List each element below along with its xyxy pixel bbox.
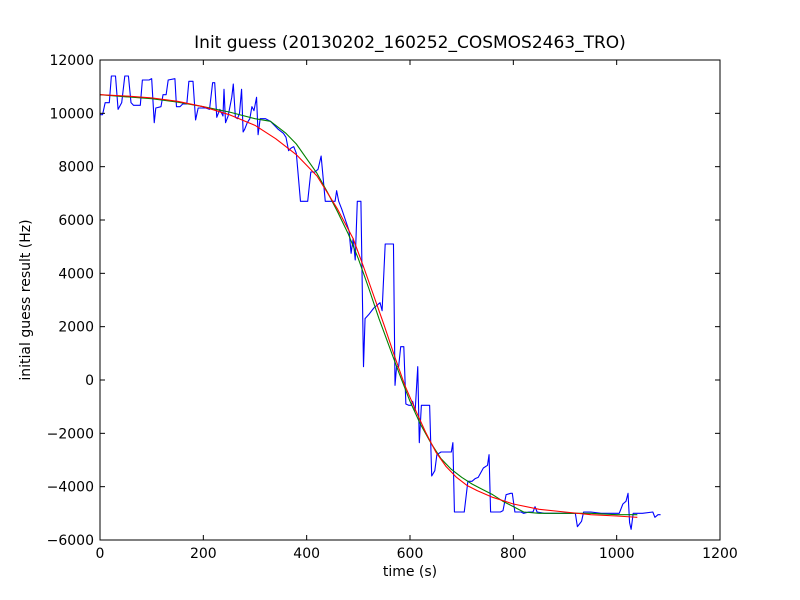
series-line-3 (99, 94, 638, 518)
x-tick-label: 600 (397, 546, 424, 562)
ticks-layer: 0 200 400 600 800 1000 1200 −6000 −4000 −2000 0 200… (47, 53, 738, 562)
y-tick-label: −4000 (47, 480, 94, 496)
y-tick-label: 6000 (58, 213, 94, 229)
series-line-2 (99, 94, 638, 516)
x-tick-label: 800 (500, 546, 527, 562)
y-tick-label: 4000 (58, 266, 94, 282)
series-layer (99, 75, 661, 530)
y-axis-label: initial guess result (Hz) (18, 219, 34, 380)
x-tick-label: 1000 (599, 546, 635, 562)
x-axis-label: time (s) (383, 564, 437, 580)
chart-title: Init guess (20130202_160252_COSMOS2463_T… (194, 33, 626, 53)
x-tick-label: 200 (190, 546, 217, 562)
y-tick-label: 0 (85, 373, 94, 389)
y-tick-label: 8000 (58, 160, 94, 176)
y-tick-label: 12000 (49, 53, 94, 69)
y-tick-label: −2000 (47, 426, 94, 442)
x-tick-label: 0 (96, 546, 105, 562)
y-tick-label: −6000 (47, 533, 94, 549)
x-tick-label: 1200 (702, 546, 738, 562)
y-tick-label: 2000 (58, 320, 94, 336)
y-tick-label: 10000 (49, 106, 94, 122)
x-tick-label: 400 (293, 546, 320, 562)
